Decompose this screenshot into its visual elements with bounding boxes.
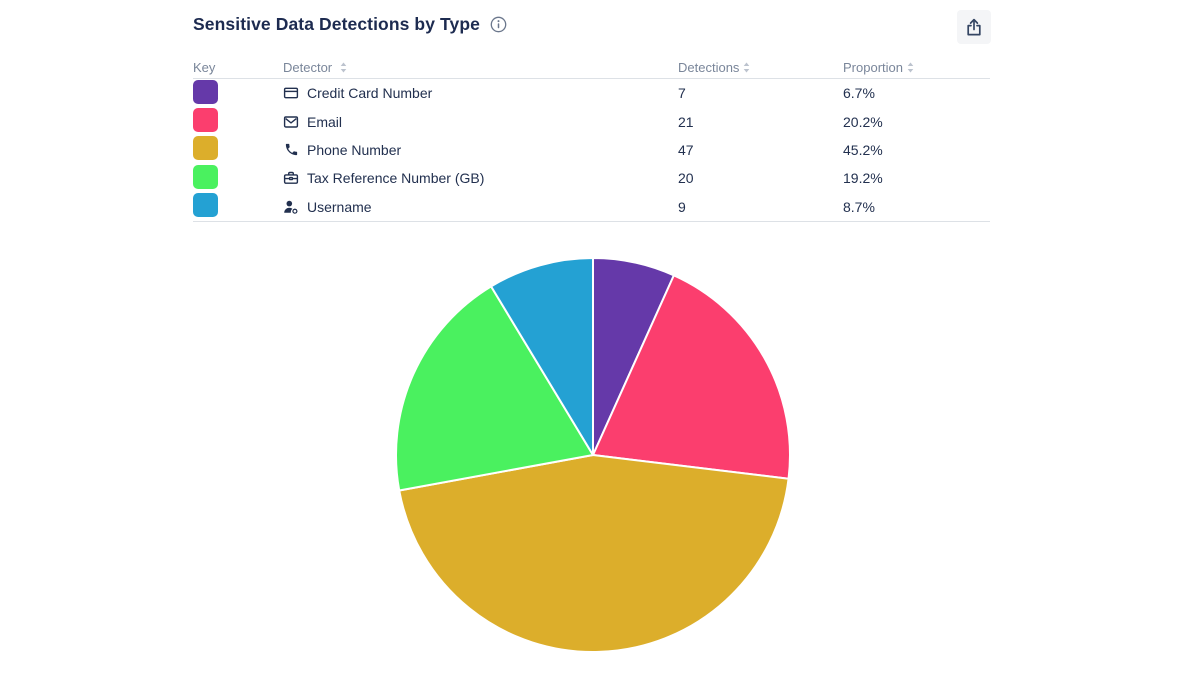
page-title: Sensitive Data Detections by Type <box>193 14 480 34</box>
pie-slice-email[interactable] <box>592 274 791 480</box>
table-body: Credit Card Number 7 6.7% Email 21 20.2% Phone… <box>193 79 990 222</box>
detector-label: Phone Number <box>307 141 402 158</box>
detections-value: 9 <box>678 198 686 215</box>
key-swatch <box>193 164 218 189</box>
sort-icon <box>744 62 750 73</box>
table-row[interactable]: Phone Number 47 45.2% <box>193 136 990 164</box>
detector-label: Credit Card Number <box>307 85 433 102</box>
table-row[interactable]: Credit Card Number 7 6.7% <box>193 79 990 107</box>
pie-slice-tax-reference-number-gb[interactable] <box>395 285 594 492</box>
panel-header: Sensitive Data Detections by Type <box>193 14 507 35</box>
key-swatch <box>193 193 218 218</box>
column-header-detector[interactable]: Detector <box>283 60 678 75</box>
pie-slice-username[interactable] <box>490 257 594 456</box>
table-row[interactable]: Tax Reference Number (GB) 20 19.2% <box>193 164 990 192</box>
proportion-value: 8.7% <box>843 198 875 215</box>
share-icon <box>967 18 981 36</box>
key-swatch <box>193 108 218 133</box>
proportion-value: 20.2% <box>843 113 883 130</box>
proportion-value: 19.2% <box>843 170 883 187</box>
detections-value: 7 <box>678 85 686 102</box>
table-row[interactable]: Username 9 8.7% <box>193 193 990 221</box>
sort-icon <box>907 62 914 73</box>
info-icon[interactable] <box>490 16 507 33</box>
phone-icon <box>283 142 299 158</box>
detector-label: Tax Reference Number (GB) <box>307 170 485 187</box>
column-header-detections[interactable]: Detections <box>678 60 843 75</box>
proportion-value: 6.7% <box>843 85 875 102</box>
detector-label: Email <box>307 113 343 130</box>
sort-icon <box>340 62 347 73</box>
credit-card-icon <box>283 85 299 101</box>
detections-table: Key Detector Detections Proportion <box>193 57 990 222</box>
key-swatch <box>193 136 218 161</box>
column-header-key: Key <box>193 60 216 75</box>
pie-chart <box>395 257 791 653</box>
detections-value: 47 <box>678 141 694 158</box>
column-header-proportion[interactable]: Proportion <box>843 60 990 75</box>
proportion-value: 45.2% <box>843 141 883 158</box>
detections-value: 21 <box>678 113 694 130</box>
pie-slice-phone-number[interactable] <box>398 454 790 653</box>
detector-label: Username <box>307 198 372 215</box>
key-swatch <box>193 79 218 104</box>
table-header-row: Key Detector Detections Proportion <box>193 57 990 79</box>
briefcase-icon <box>283 170 299 186</box>
share-button[interactable] <box>957 10 991 44</box>
detections-value: 20 <box>678 170 694 187</box>
user-gear-icon <box>283 199 299 215</box>
table-row[interactable]: Email 21 20.2% <box>193 107 990 135</box>
email-icon <box>283 114 299 130</box>
